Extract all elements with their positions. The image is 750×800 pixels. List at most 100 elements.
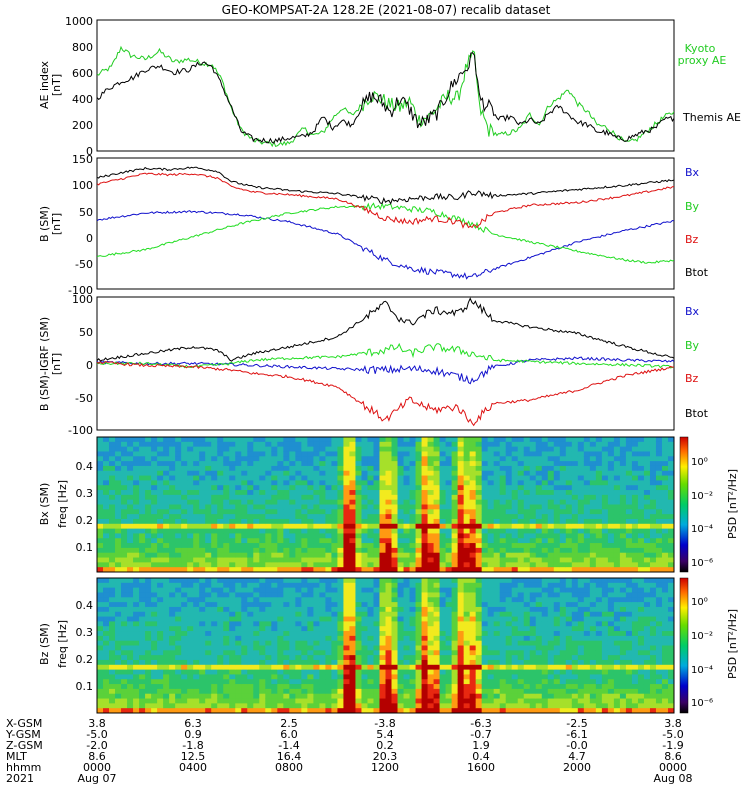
- spectrogram-cell: [103, 470, 110, 476]
- spectrogram-cell: [385, 698, 392, 704]
- spectrogram-cell: [445, 567, 453, 573]
- spectrogram-cell: [643, 456, 651, 462]
- spectrogram-cell: [217, 684, 224, 690]
- spectrogram-cell: [229, 499, 236, 505]
- spectrogram-cell: [247, 543, 254, 549]
- spectrogram-cell: [523, 552, 531, 558]
- spectrogram-cell: [139, 684, 146, 690]
- spectrogram-cell: [445, 485, 453, 491]
- spectrogram-cell: [463, 631, 471, 637]
- spectrogram-cell: [439, 582, 446, 589]
- spectrogram-cell: [565, 602, 573, 608]
- spectrogram-cell: [277, 631, 284, 637]
- spectrogram-cell: [403, 509, 410, 515]
- spectrogram-cell: [163, 494, 170, 501]
- spectrogram-cell: [211, 461, 218, 467]
- spectrogram-cell: [103, 523, 110, 530]
- spectrogram-cell: [367, 441, 374, 448]
- spectrogram-cell: [313, 578, 320, 584]
- spectrogram-cell: [391, 650, 398, 656]
- spectrogram-cell: [253, 509, 260, 515]
- spectrogram-cell: [445, 475, 453, 481]
- spectrogram-cell: [643, 562, 651, 568]
- spectrogram-cell: [475, 528, 483, 534]
- spectrogram-cell: [385, 509, 392, 515]
- spectrogram-cell: [421, 470, 428, 476]
- spectrogram-cell: [259, 504, 266, 510]
- spectrogram-cell: [235, 664, 242, 671]
- spectrogram-cell: [121, 456, 128, 462]
- spectrogram-cell: [145, 451, 152, 457]
- spectrogram-cell: [409, 645, 416, 651]
- spectrogram-cell: [193, 547, 200, 554]
- spectrogram-cell: [433, 626, 440, 632]
- spectrogram-cell: [283, 456, 290, 462]
- spectrogram-cell: [601, 437, 609, 443]
- spectrogram-cell: [523, 446, 531, 452]
- spectrogram-cell: [277, 626, 284, 632]
- spectrogram-cell: [565, 446, 573, 452]
- spectrogram-cell: [193, 611, 200, 617]
- spectrogram-cell: [355, 674, 362, 680]
- spectrogram-cell: [505, 626, 513, 632]
- spectrogram-cell: [493, 552, 501, 558]
- spectrogram-cell: [493, 456, 501, 462]
- spectrogram-cell: [385, 485, 392, 491]
- spectrogram-cell: [229, 547, 236, 554]
- spectrogram-cell: [409, 494, 416, 501]
- spectrogram-cell: [217, 470, 224, 476]
- spectrogram-cell: [337, 708, 344, 714]
- spectrogram-cell: [307, 552, 314, 558]
- spectrogram-cell: [235, 547, 242, 554]
- spectrogram-cell: [307, 602, 314, 608]
- spectrogram-cell: [133, 562, 140, 568]
- spectrogram-cell: [667, 490, 675, 496]
- spectrogram-cell: [235, 499, 242, 505]
- spectrogram-cell: [325, 693, 332, 699]
- spectrogram-cell: [547, 664, 555, 671]
- spectrogram-cell: [409, 674, 416, 680]
- spectrogram-cell: [535, 528, 543, 534]
- spectrogram-cell: [139, 456, 146, 462]
- spectrogram-cell: [139, 494, 146, 501]
- spectrogram-cell: [451, 509, 459, 515]
- spectrogram-cell: [247, 494, 254, 501]
- spectrogram-cell: [199, 602, 206, 608]
- spectrogram-cell: [253, 543, 260, 549]
- spectrogram-cell: [355, 441, 362, 448]
- spectrogram-cell: [571, 456, 579, 462]
- spectrogram-cell: [451, 679, 459, 685]
- spectrogram-cell: [97, 456, 104, 462]
- spectrogram-cell: [343, 509, 350, 515]
- spectrogram-cell: [517, 611, 525, 617]
- spectrogram-cell: [169, 659, 176, 666]
- spectrogram-cell: [517, 606, 525, 613]
- spectrogram-cell: [445, 626, 453, 632]
- spectrogram-cell: [277, 480, 284, 486]
- spectrogram-cell: [379, 475, 386, 481]
- spectrogram-cell: [571, 490, 579, 496]
- spectrogram-cell: [343, 465, 350, 472]
- spectrogram-cell: [667, 562, 675, 568]
- spectrogram-cell: [523, 655, 531, 661]
- spectrogram-cell: [265, 451, 272, 457]
- spectrogram-cell: [529, 567, 537, 573]
- spectrogram-cell: [625, 552, 633, 558]
- spectrogram-cell: [637, 499, 645, 505]
- spectrogram-cell: [103, 708, 110, 714]
- spectrogram-cell: [265, 437, 272, 443]
- spectrogram-cell: [121, 631, 128, 637]
- spectrogram-cell: [145, 703, 152, 709]
- spectrogram-cell: [163, 499, 170, 505]
- spectrogram-cell: [121, 470, 128, 476]
- spectrogram-cell: [439, 650, 446, 656]
- spectrogram-cell: [133, 557, 140, 563]
- spectrogram-cell: [547, 441, 555, 448]
- spectrogram-cell: [109, 611, 116, 617]
- spectrogram-cell: [265, 552, 272, 558]
- spectrogram-cell: [205, 465, 212, 472]
- spectrogram-cell: [229, 621, 236, 627]
- spectrogram-cell: [229, 679, 236, 685]
- spectrogram-cell: [481, 606, 489, 613]
- spectrogram-cell: [613, 523, 621, 530]
